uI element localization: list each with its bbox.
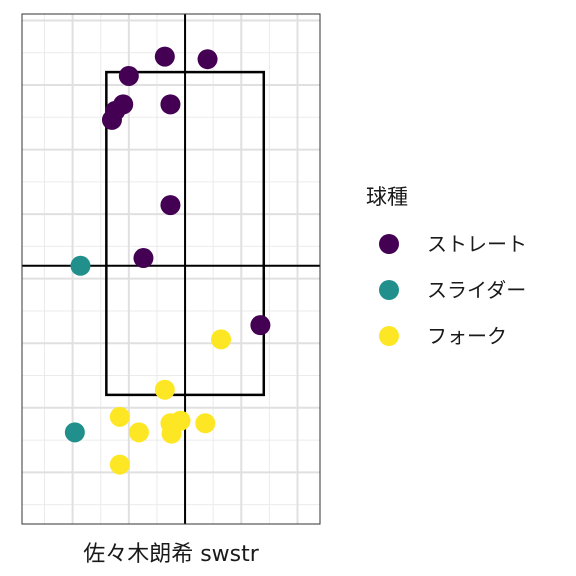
data-point <box>154 46 175 67</box>
data-point <box>101 109 122 130</box>
data-point <box>64 422 85 443</box>
panel-background <box>22 14 320 524</box>
series-points <box>109 329 232 475</box>
legend-title: 球種 <box>366 185 408 209</box>
data-point <box>195 413 216 434</box>
legend-key <box>379 234 399 254</box>
data-point <box>160 195 181 216</box>
data-point <box>154 379 175 400</box>
x-axis-label: 佐々木朗希 swstr <box>83 542 260 567</box>
data-points <box>64 46 271 475</box>
legend-key <box>379 326 399 346</box>
data-point <box>161 423 182 444</box>
legend-label: フォーク <box>427 324 507 348</box>
legend-key <box>379 280 399 300</box>
data-point <box>109 454 130 475</box>
panel-border <box>21 13 321 525</box>
legend-label: スライダー <box>427 278 526 302</box>
strike-zone <box>105 70 266 397</box>
data-point <box>109 406 130 427</box>
series-points <box>101 46 271 336</box>
data-point <box>118 65 139 86</box>
data-point <box>128 422 149 443</box>
data-point <box>160 94 181 115</box>
data-point <box>250 315 271 336</box>
data-point <box>70 255 91 276</box>
data-point <box>197 49 218 70</box>
data-point <box>133 248 154 269</box>
strike-zone-box <box>105 70 266 397</box>
series-points <box>64 255 91 443</box>
data-point <box>211 329 232 350</box>
legend-label: ストレート <box>427 232 527 256</box>
